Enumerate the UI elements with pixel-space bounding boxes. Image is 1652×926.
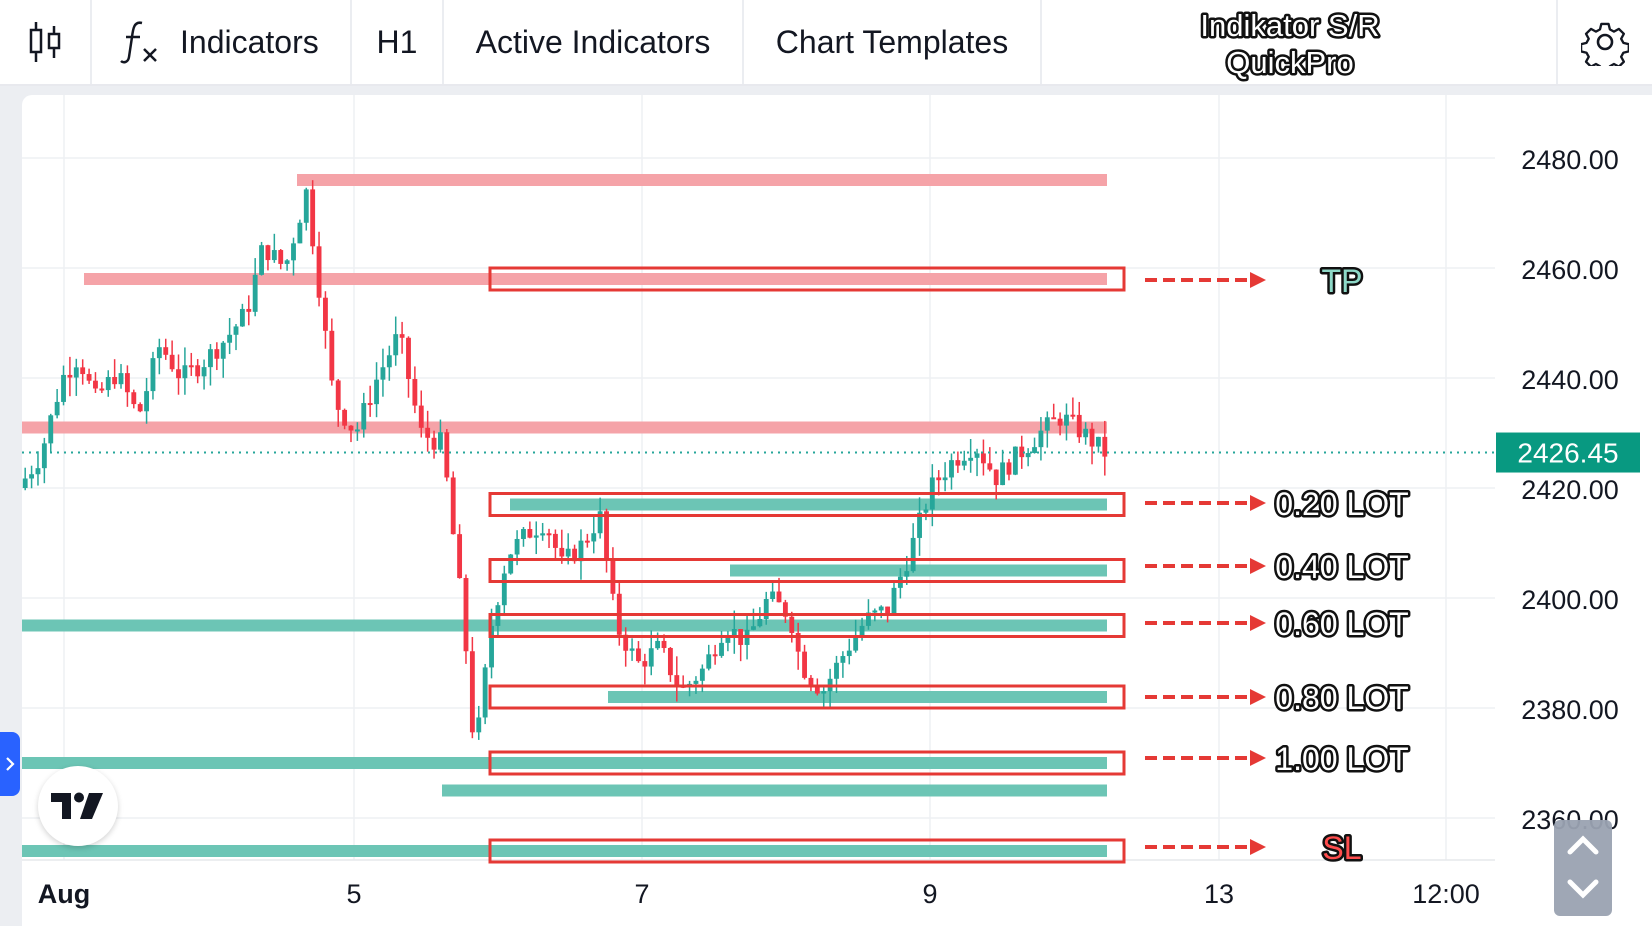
chart-panel [22,95,1652,926]
function-fx-icon [120,21,157,64]
tradingview-logo-icon [51,792,103,819]
chevron-down-icon[interactable] [1554,868,1612,916]
indicators-label: Indicators [180,23,319,60]
chart-templates-button[interactable]: Chart Templates [744,0,1040,84]
chevron-right-icon [6,757,15,771]
chevron-up-icon[interactable] [1554,820,1612,868]
tradingview-logo[interactable] [38,766,118,846]
toolbar-divider [90,0,92,84]
active-indicators-label: Active Indicators [475,23,711,60]
toolbar-divider [1556,0,1558,84]
top-toolbar: Indicators H1 Active Indicators Chart Te… [0,0,1652,86]
chart-templates-label: Chart Templates [775,23,1009,60]
settings-button[interactable] [1558,0,1652,84]
toolbar-divider [742,0,744,84]
overlay-title-line1: Indikator S/R [1200,8,1379,43]
interval-button[interactable]: H1 [352,0,442,84]
scroll-control[interactable] [1554,820,1612,916]
interval-label: H1 [376,23,418,60]
indicators-button[interactable]: Indicators [92,0,350,84]
gear-icon [1581,22,1629,66]
overlay-title-line2: QuickPro [1226,45,1353,80]
overlay-title: Indikator S/R QuickPro [1130,6,1450,87]
expand-panel-tab[interactable] [0,732,20,796]
toolbar-divider [442,0,444,84]
chart-type-button[interactable] [0,0,90,84]
toolbar-divider [1040,0,1042,84]
toolbar-divider [350,0,352,84]
active-indicators-button[interactable]: Active Indicators [444,0,742,84]
candlestick-icon [29,22,61,62]
